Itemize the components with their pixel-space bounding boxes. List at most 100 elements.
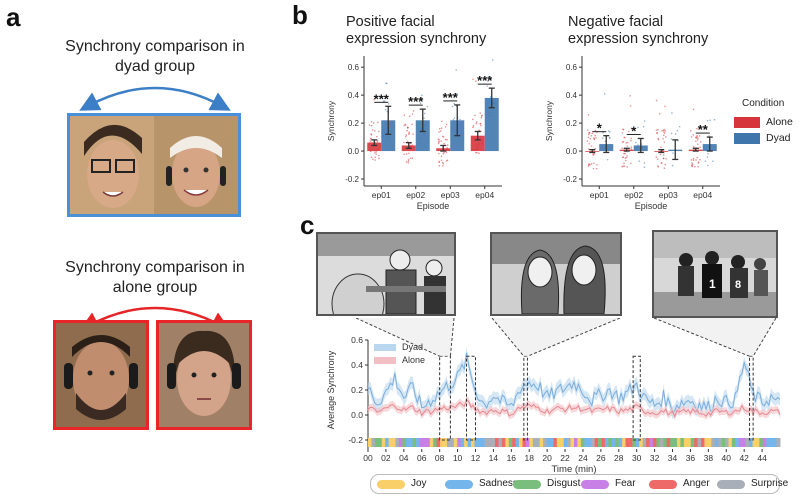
ts-emotion-segment: [587, 438, 592, 447]
pos-sig-stars: ***: [374, 91, 390, 106]
ts-xtick-label: 24: [578, 453, 588, 463]
neg-data-point: [594, 134, 597, 137]
neg-data-point: [588, 131, 590, 134]
ts-emotion-segment: [505, 438, 510, 447]
neg-data-point: [626, 155, 628, 157]
ts-emotion-segment: [405, 438, 410, 447]
neg-ytick-label: -0.2: [563, 175, 577, 184]
alone-face-right: [159, 323, 249, 427]
pos-data-point: [444, 138, 447, 141]
neg-data-point: [663, 128, 666, 131]
ts-emotion-segment: [398, 438, 403, 447]
ts-emotion-segment: [378, 438, 383, 447]
ts-xtick-label: 18: [524, 453, 534, 463]
condition-legend-title: Condition: [742, 98, 785, 109]
neg-data-point: [626, 145, 628, 147]
ts-emotion-segment: [436, 438, 441, 447]
ts-xtick-label: 26: [596, 453, 606, 463]
dyad-faces: [70, 116, 238, 214]
ts-xtick-label: 04: [399, 453, 409, 463]
neg-data-point: [624, 152, 626, 155]
pos-data-point: [438, 127, 441, 130]
ts-xtick-label: 34: [668, 453, 678, 463]
neg-data-point: [690, 159, 693, 161]
neg-data-point: [655, 99, 658, 102]
ts-connector-line: [653, 318, 750, 357]
ts-xtick-label: 40: [722, 453, 732, 463]
pos-data-point: [475, 121, 478, 123]
ts-emotion-segment: [656, 438, 661, 447]
pos-title-line1: Positive facial: [346, 14, 435, 30]
neg-data-point: [698, 135, 701, 137]
pos-data-point: [439, 130, 442, 132]
ts-emotion-segment: [749, 438, 753, 447]
neg-data-point: [706, 119, 709, 122]
ts-emotion-segment: [522, 438, 527, 447]
ts-xtick-label: 32: [650, 453, 660, 463]
pos-data-point: [426, 105, 429, 108]
neg-xtick-label: ep03: [659, 190, 678, 200]
alone-photo-left: [53, 320, 149, 430]
pos-data-point: [369, 140, 372, 142]
ts-highlight-window: [523, 355, 528, 441]
neg-data-point: [628, 130, 630, 133]
neg-data-point: [657, 166, 660, 168]
neg-data-point: [622, 128, 625, 131]
pos-data-point: [378, 130, 380, 133]
pos-data-point: [453, 102, 456, 105]
ts-ytick-label: 0.4: [351, 360, 363, 370]
ts-emotion-segment: [646, 438, 650, 447]
neg-data-point: [657, 138, 660, 141]
ts-emotion-segment: [371, 438, 376, 447]
scene-1-drawing: [318, 234, 454, 314]
neg-data-point: [663, 141, 666, 143]
ts-emotion-segment: [570, 438, 575, 447]
ts-emotion-segment: [659, 438, 664, 447]
panel-letter-c: c: [300, 210, 315, 240]
ts-xtick-label: 00: [363, 453, 373, 463]
ts-emotion-segment: [574, 438, 578, 447]
neg-data-point: [689, 129, 692, 132]
pos-ytick-label: 0.4: [348, 91, 360, 100]
pos-data-point: [475, 80, 477, 82]
pos-data-point: [491, 59, 494, 61]
legend-swatch-dyad: [734, 133, 760, 144]
ts-emotion-segment: [721, 438, 726, 447]
neg-ytick-label: 0.0: [566, 147, 578, 156]
ts-ytick-label: 0.2: [351, 385, 363, 395]
neg-data-point: [609, 131, 611, 133]
neg-data-point: [625, 156, 628, 159]
ts-emotion-segment: [752, 438, 757, 447]
neg-data-point: [696, 127, 698, 130]
pos-data-point: [376, 135, 378, 138]
ts-emotion-segment: [429, 438, 434, 447]
neg-data-point: [623, 165, 626, 168]
neg-chart-title: Negative facial expression synchrony: [568, 14, 708, 48]
ts-connector-fan: [356, 318, 454, 357]
ts-emotion-segment: [683, 438, 688, 447]
ts-emotion-segment: [745, 438, 750, 447]
neg-data-point: [658, 112, 661, 115]
pos-data-point: [384, 108, 387, 111]
pos-data-point: [386, 82, 388, 85]
ts-xtick-label: 08: [435, 453, 445, 463]
neg-xtick-label: ep01: [590, 190, 609, 200]
neg-data-point: [593, 137, 595, 140]
ts-ytick-label: 0.0: [351, 410, 363, 420]
ts-emotion-segment: [618, 438, 623, 447]
ts-highlight-window: [439, 355, 451, 441]
ts-emotion-segment: [453, 438, 458, 447]
alone-title: Synchrony comparison in alone group: [30, 258, 280, 298]
neg-data-point: [674, 133, 677, 135]
legend-swatch-alone: [734, 117, 760, 128]
neg-data-point: [692, 134, 695, 136]
ts-ytick-label: -0.2: [348, 435, 363, 445]
ts-emotion-segment: [766, 438, 771, 447]
neg-data-point: [696, 156, 698, 159]
neg-data-point: [593, 162, 595, 165]
pos-data-point: [438, 152, 440, 155]
pos-data-point: [374, 159, 376, 161]
ts-emotion-segment: [446, 438, 451, 447]
scene-3-drawing: 1 8: [654, 232, 776, 316]
neg-data-point: [629, 95, 631, 97]
